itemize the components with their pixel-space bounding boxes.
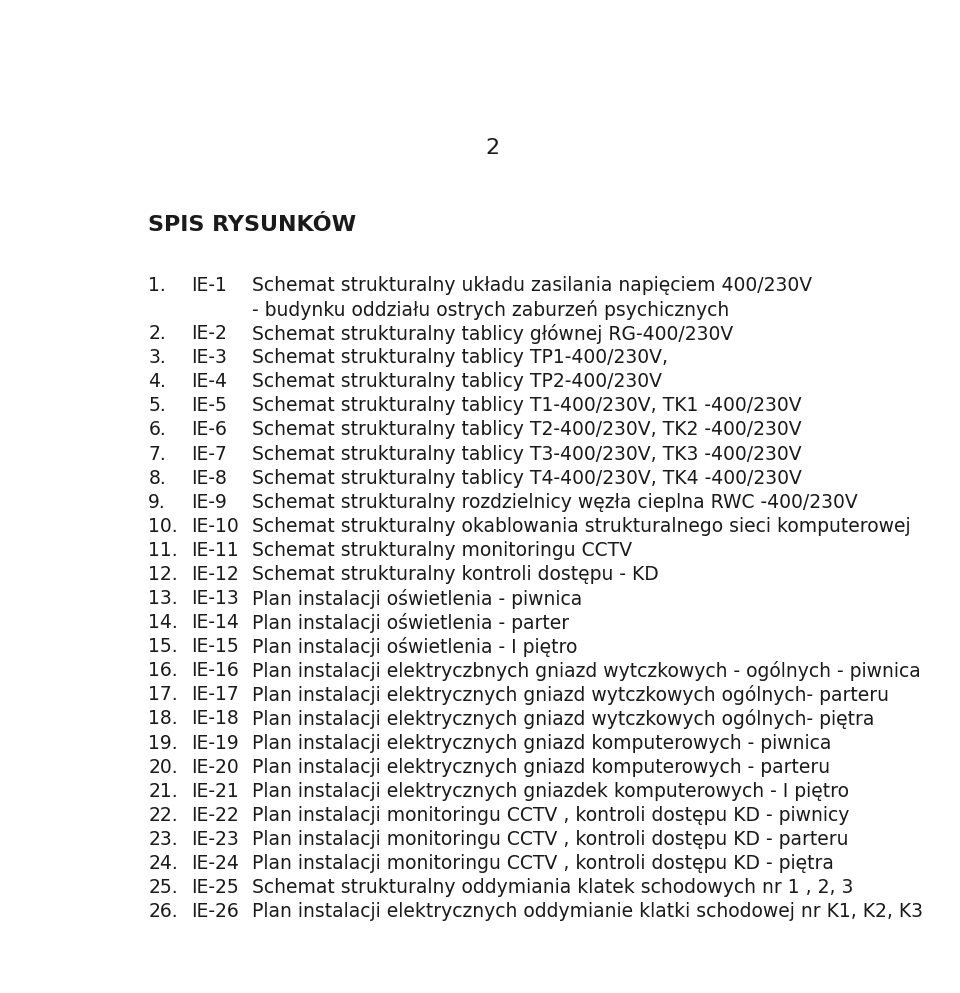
- Text: IE-25: IE-25: [191, 878, 238, 897]
- Text: Schemat strukturalny tablicy T1-400/230V, TK1 -400/230V: Schemat strukturalny tablicy T1-400/230V…: [252, 396, 802, 415]
- Text: 16.: 16.: [148, 661, 178, 680]
- Text: 2.: 2.: [148, 324, 166, 343]
- Text: - budynku oddziału ostrych zaburzeń psychicznych: - budynku oddziału ostrych zaburzeń psyc…: [252, 300, 730, 320]
- Text: IE-20: IE-20: [191, 758, 238, 777]
- Text: 20.: 20.: [148, 758, 178, 777]
- Text: 18.: 18.: [148, 709, 178, 729]
- Text: IE-2: IE-2: [191, 324, 227, 343]
- Text: 21.: 21.: [148, 781, 178, 800]
- Text: IE-19: IE-19: [191, 734, 238, 753]
- Text: Schemat strukturalny układu zasilania napięciem 400/230V: Schemat strukturalny układu zasilania na…: [252, 276, 812, 295]
- Text: IE-11: IE-11: [191, 541, 238, 560]
- Text: Schemat strukturalny kontroli dostępu - KD: Schemat strukturalny kontroli dostępu - …: [252, 565, 660, 584]
- Text: IE-22: IE-22: [191, 805, 238, 825]
- Text: Plan instalacji monitoringu CCTV , kontroli dostępu KD - piętra: Plan instalacji monitoringu CCTV , kontr…: [252, 854, 834, 873]
- Text: IE-5: IE-5: [191, 396, 227, 415]
- Text: 17.: 17.: [148, 685, 178, 704]
- Text: Schemat strukturalny tablicy T2-400/230V, TK2 -400/230V: Schemat strukturalny tablicy T2-400/230V…: [252, 420, 802, 440]
- Text: Schemat strukturalny rozdzielnicy węzła cieplna RWC -400/230V: Schemat strukturalny rozdzielnicy węzła …: [252, 493, 858, 511]
- Text: 23.: 23.: [148, 830, 178, 849]
- Text: SPIS RYSUNKÓW: SPIS RYSUNKÓW: [148, 214, 356, 234]
- Text: IE-23: IE-23: [191, 830, 238, 849]
- Text: IE-16: IE-16: [191, 661, 238, 680]
- Text: Schemat strukturalny tablicy TP1-400/230V,: Schemat strukturalny tablicy TP1-400/230…: [252, 349, 668, 367]
- Text: 10.: 10.: [148, 516, 178, 536]
- Text: 26.: 26.: [148, 902, 178, 922]
- Text: 6.: 6.: [148, 420, 166, 440]
- Text: IE-13: IE-13: [191, 589, 238, 608]
- Text: IE-4: IE-4: [191, 372, 227, 391]
- Text: Plan instalacji elektrycznych gniazd komputerowych - piwnica: Plan instalacji elektrycznych gniazd kom…: [252, 734, 831, 753]
- Text: 19.: 19.: [148, 734, 178, 753]
- Text: 4.: 4.: [148, 372, 166, 391]
- Text: 2: 2: [485, 138, 499, 158]
- Text: 5.: 5.: [148, 396, 166, 415]
- Text: IE-9: IE-9: [191, 493, 227, 511]
- Text: IE-14: IE-14: [191, 613, 238, 633]
- Text: Plan instalacji monitoringu CCTV , kontroli dostępu KD - piwnicy: Plan instalacji monitoringu CCTV , kontr…: [252, 805, 850, 825]
- Text: IE-10: IE-10: [191, 516, 238, 536]
- Text: Plan instalacji elektrycznych oddymianie klatki schodowej nr K1, K2, K3: Plan instalacji elektrycznych oddymianie…: [252, 902, 924, 922]
- Text: IE-18: IE-18: [191, 709, 238, 729]
- Text: IE-17: IE-17: [191, 685, 238, 704]
- Text: 14.: 14.: [148, 613, 178, 633]
- Text: IE-15: IE-15: [191, 638, 238, 656]
- Text: Schemat strukturalny tablicy TP2-400/230V: Schemat strukturalny tablicy TP2-400/230…: [252, 372, 662, 391]
- Text: Plan instalacji elektrycznych gniazd wytczkowych ogólnych- piętra: Plan instalacji elektrycznych gniazd wyt…: [252, 709, 875, 730]
- Text: 13.: 13.: [148, 589, 178, 608]
- Text: IE-12: IE-12: [191, 565, 238, 584]
- Text: 9.: 9.: [148, 493, 166, 511]
- Text: 7.: 7.: [148, 445, 166, 464]
- Text: IE-8: IE-8: [191, 469, 227, 488]
- Text: IE-6: IE-6: [191, 420, 227, 440]
- Text: 12.: 12.: [148, 565, 178, 584]
- Text: 22.: 22.: [148, 805, 178, 825]
- Text: 25.: 25.: [148, 878, 178, 897]
- Text: Plan instalacji oświetlenia - parter: Plan instalacji oświetlenia - parter: [252, 613, 569, 634]
- Text: Plan instalacji elektrycznych gniazd wytczkowych ogólnych- parteru: Plan instalacji elektrycznych gniazd wyt…: [252, 685, 889, 705]
- Text: IE-26: IE-26: [191, 902, 238, 922]
- Text: 15.: 15.: [148, 638, 178, 656]
- Text: IE-1: IE-1: [191, 276, 227, 295]
- Text: IE-7: IE-7: [191, 445, 227, 464]
- Text: Schemat strukturalny tablicy T4-400/230V, TK4 -400/230V: Schemat strukturalny tablicy T4-400/230V…: [252, 469, 803, 488]
- Text: Plan instalacji elektryczbnych gniazd wytczkowych - ogólnych - piwnica: Plan instalacji elektryczbnych gniazd wy…: [252, 661, 922, 681]
- Text: Plan instalacji oświetlenia - I piętro: Plan instalacji oświetlenia - I piętro: [252, 638, 578, 657]
- Text: 24.: 24.: [148, 854, 178, 873]
- Text: 1.: 1.: [148, 276, 166, 295]
- Text: Schemat strukturalny monitoringu CCTV: Schemat strukturalny monitoringu CCTV: [252, 541, 633, 560]
- Text: 11.: 11.: [148, 541, 178, 560]
- Text: 8.: 8.: [148, 469, 166, 488]
- Text: Schemat strukturalny oddymiania klatek schodowych nr 1 , 2, 3: Schemat strukturalny oddymiania klatek s…: [252, 878, 853, 897]
- Text: Plan instalacji elektrycznych gniazdek komputerowych - I piętro: Plan instalacji elektrycznych gniazdek k…: [252, 781, 850, 800]
- Text: IE-21: IE-21: [191, 781, 238, 800]
- Text: IE-3: IE-3: [191, 349, 227, 367]
- Text: Schemat strukturalny okablowania strukturalnego sieci komputerowej: Schemat strukturalny okablowania struktu…: [252, 516, 911, 536]
- Text: Schemat strukturalny tablicy T3-400/230V, TK3 -400/230V: Schemat strukturalny tablicy T3-400/230V…: [252, 445, 802, 464]
- Text: Schemat strukturalny tablicy głównej RG-400/230V: Schemat strukturalny tablicy głównej RG-…: [252, 324, 733, 345]
- Text: Plan instalacji elektrycznych gniazd komputerowych - parteru: Plan instalacji elektrycznych gniazd kom…: [252, 758, 830, 777]
- Text: Plan instalacji monitoringu CCTV , kontroli dostępu KD - parteru: Plan instalacji monitoringu CCTV , kontr…: [252, 830, 849, 849]
- Text: IE-24: IE-24: [191, 854, 238, 873]
- Text: 3.: 3.: [148, 349, 166, 367]
- Text: Plan instalacji oświetlenia - piwnica: Plan instalacji oświetlenia - piwnica: [252, 589, 583, 609]
